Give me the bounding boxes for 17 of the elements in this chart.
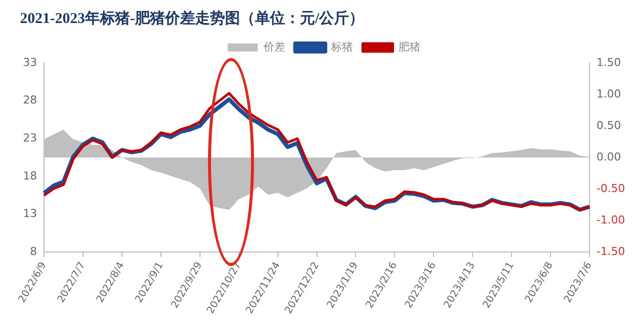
y-tick-label: 23: [22, 131, 37, 144]
y2-tick-label: 1.00: [596, 87, 622, 100]
y-tick-label: 28: [22, 94, 37, 107]
y-tick-label: 8: [30, 244, 37, 258]
legend-label: 标猪: [330, 40, 353, 54]
y2-tick-label: 1.50: [596, 56, 622, 69]
legend-label: 价差: [262, 40, 286, 54]
chart-title: 2021-2023年标猪-肥猪价差走势图（单位：元/公斤）: [20, 10, 364, 27]
y2-tick-label: -1.00: [596, 213, 626, 226]
y-tick-label: 18: [22, 169, 37, 182]
y2-tick-label: 0.00: [596, 150, 622, 164]
y2-tick-label: -1.50: [596, 244, 626, 258]
y-tick-label: 13: [22, 207, 37, 220]
y2-tick-label: 0.50: [596, 118, 622, 132]
y-tick-label: 33: [22, 56, 37, 69]
legend-label: 肥猪: [398, 40, 420, 54]
y2-tick-label: -0.50: [596, 182, 626, 195]
